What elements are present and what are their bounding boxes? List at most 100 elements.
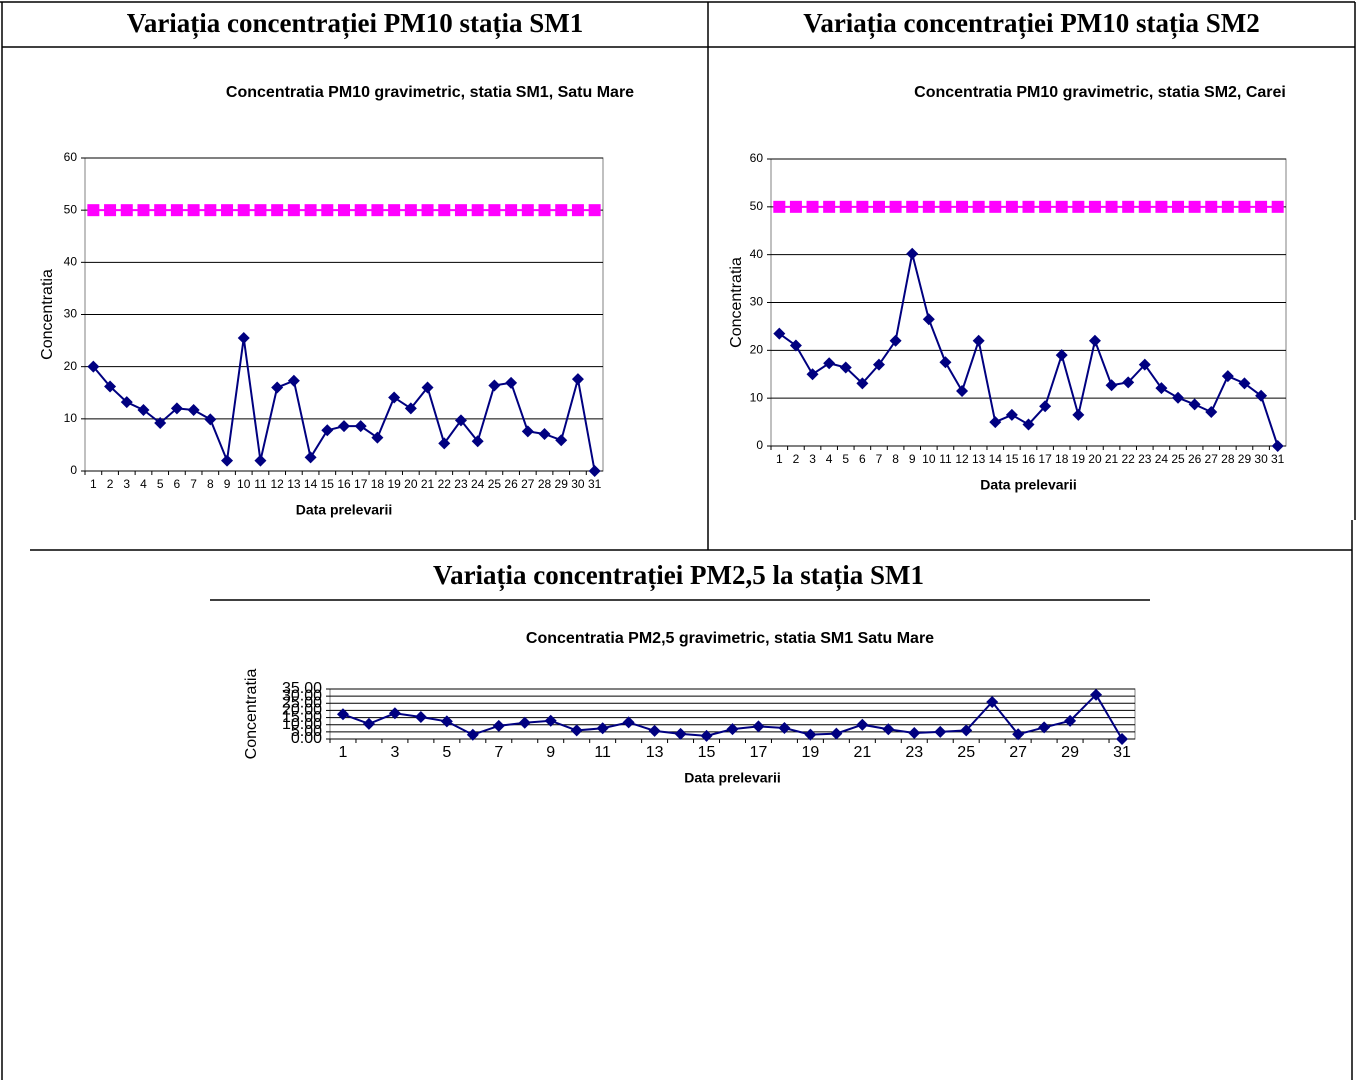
marker [622,716,635,729]
marker [120,396,133,409]
marker [1122,376,1135,389]
x-tick-label: 13 [646,744,664,761]
chart-title: Concentratia PM10 gravimetric, statia SM… [914,84,1286,101]
x-tick-label: 2 [107,477,114,491]
x-tick-label: 4 [826,452,833,466]
marker [700,729,713,742]
x-tick-label: 14 [989,452,1003,466]
marker [989,200,1002,213]
x-tick-label: 21 [853,744,871,761]
marker [1064,714,1077,727]
marker [304,204,317,217]
x-tick-label: 15 [698,744,716,761]
y-tick-label: 60 [750,151,764,165]
marker [1090,688,1103,701]
x-tick-label: 25 [488,477,502,491]
marker [271,204,284,217]
y-tick-label: 30.00 [282,687,322,704]
x-tick-label: 9 [909,452,916,466]
x-tick-label: 24 [1155,452,1169,466]
x-tick-label: 27 [521,477,535,491]
marker [438,437,451,450]
x-tick-label: 1 [339,744,348,761]
marker [438,204,451,217]
marker [170,204,183,217]
marker [521,425,534,438]
x-tick-label: 31 [1113,744,1131,761]
x-tick-label: 13 [287,477,301,491]
marker [922,313,935,326]
marker [321,424,334,437]
marker [104,380,117,393]
marker [726,723,739,736]
x-tick-label: 24 [471,477,485,491]
marker [856,718,869,731]
x-tick-label: 19 [387,477,401,491]
marker [521,204,534,217]
marker [1221,370,1234,383]
series-line [92,337,596,472]
marker [137,204,150,217]
x-tick-label: 21 [421,477,435,491]
y-tick-label: 20.00 [282,702,322,719]
x-tick-label: 29 [555,477,569,491]
marker [254,454,267,467]
marker [388,391,401,404]
marker [87,204,100,217]
x-tick-label: 5 [442,744,451,761]
marker [87,360,100,373]
marker [588,465,601,477]
marker [137,403,150,416]
x-tick-label: 7 [494,744,503,761]
x-tick-label: 10 [237,477,251,491]
x-tick-label: 27 [1205,452,1219,466]
marker [570,724,583,737]
marker [287,204,300,217]
marker [336,708,349,721]
marker [804,728,817,741]
x-tick-label: 16 [1022,452,1036,466]
marker [304,451,317,464]
marker [1138,200,1151,213]
marker [1088,334,1101,347]
x-tick-label: 4 [140,477,147,491]
x-tick-label: 13 [972,452,986,466]
marker [1116,733,1129,745]
marker [221,204,234,217]
marker [856,200,869,213]
y-tick-label: 5.00 [291,723,322,740]
marker [823,200,836,213]
y-tick-label: 10.00 [282,716,322,733]
x-tick-label: 20 [404,477,418,491]
marker [773,200,786,213]
x-tick-label: 10 [922,452,936,466]
marker [830,727,843,740]
marker [254,204,267,217]
marker [872,358,885,371]
x-tick-label: 23 [1138,452,1152,466]
marker [204,413,217,426]
marker [1038,721,1051,734]
x-tick-label: 30 [571,477,585,491]
marker [454,204,467,217]
marker [588,204,601,217]
y-tick-label: 40 [750,247,764,261]
marker [1271,440,1284,452]
marker [1138,358,1151,371]
marker [1155,382,1168,395]
x-tick-label: 6 [174,477,181,491]
y-tick-label: 60 [64,150,78,164]
marker [371,431,384,444]
x-axis-title: Data prelevarii [980,477,1077,493]
x-tick-label: 11 [939,452,952,466]
marker [1022,200,1035,213]
marker [505,204,518,217]
y-tick-label: 30 [64,307,78,321]
marker [1088,200,1101,213]
marker [1122,200,1135,213]
marker [538,204,551,217]
x-tick-label: 3 [123,477,130,491]
marker [544,714,557,727]
marker [1271,200,1284,213]
marker [934,725,947,738]
